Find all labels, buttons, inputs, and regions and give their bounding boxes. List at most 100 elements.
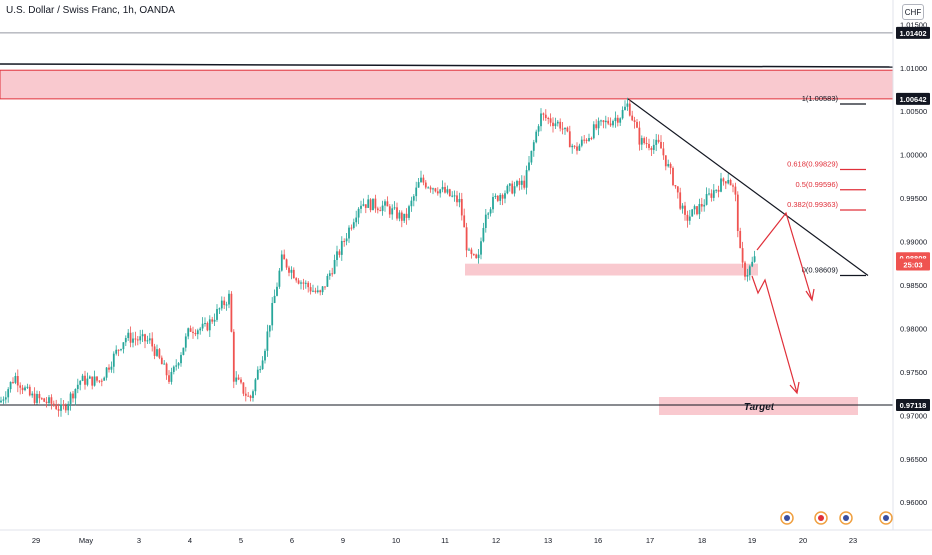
candle-body [271,302,274,326]
candle-body [343,240,346,242]
candle-body [165,363,168,376]
candle-body [201,323,204,329]
candle-body [297,280,300,284]
candle-body [681,205,684,209]
candle-body [120,349,122,351]
candle-body [379,210,382,212]
candle-body [741,248,744,263]
candle-body [103,377,106,381]
fib-label: 1(1.00583) [802,94,839,103]
candle-body [340,240,343,255]
candle-body [729,179,732,186]
candle-body [499,194,502,201]
x-tick-label: 16 [594,536,602,545]
candle-body [302,282,305,284]
arrowhead [789,381,800,395]
candle-body [124,337,127,343]
candle-body [696,206,698,215]
candle-body [350,227,353,229]
candle-body [494,195,497,197]
candle-body [261,360,264,370]
candle-body [367,199,370,208]
candle-body [405,213,408,218]
candle-body [376,208,379,211]
fib-label: 0.618(0.99829) [787,160,838,169]
y-tick-label: 0.97500 [900,368,927,377]
candle-body [669,164,672,168]
candle-body [280,254,283,271]
candle-body [76,384,79,390]
candle-body [552,122,554,127]
candle-body [571,145,574,148]
candle-body [67,403,70,411]
candle-body [338,251,341,255]
candle-body [604,120,607,123]
candle-body [319,290,322,293]
candle-body [141,334,144,337]
candle-body [26,386,29,388]
candle-body [108,367,110,370]
candle-body [364,204,367,208]
candle-body [475,254,478,259]
candle-body [81,375,84,381]
candle-body [50,397,53,404]
candle-body [667,164,670,167]
candle-body [160,357,163,365]
candle-body [496,195,499,201]
candle-body [753,256,756,262]
candle-body [300,282,302,284]
candle-body [746,275,749,277]
candle-body [33,393,36,403]
candle-body [549,118,552,123]
candle-body [468,249,470,251]
candle-body [175,365,178,367]
candle-body [187,328,190,337]
y-tick-label: 1.01000 [900,64,927,73]
candle-body [595,124,598,129]
y-tick-label: 1.00000 [900,151,927,160]
candle-body [312,290,314,292]
candle-body [304,282,307,284]
currency-button[interactable]: CHF [902,4,924,20]
candle-body [117,349,120,351]
candle-body [196,330,199,335]
candle-body [211,319,214,322]
candle-body [220,300,223,309]
price-tag-label: 0.97118 [900,401,927,410]
candle-body [369,199,372,211]
y-tick-label: 1.01500 [900,20,927,29]
candle-body [314,290,317,293]
x-tick-label: 5 [239,536,243,545]
candle-body [489,209,492,214]
candle-body [518,180,521,185]
x-tick-label: 20 [799,536,807,545]
candle-body [100,380,103,382]
candle-body [194,332,197,335]
candle-body [554,123,557,127]
candle-body [535,131,538,143]
candle-body [336,251,338,260]
candle-body [542,113,545,115]
price-tag-label: 25:03 [903,260,922,269]
candle-body [24,387,26,391]
scenario-arrow-target [751,275,798,394]
candle-body [360,205,362,209]
candle-body [93,376,96,386]
price-tag-label: 1.01402 [899,29,926,38]
candle-body [4,397,7,400]
candle-body [523,180,526,188]
candle-body [645,143,648,145]
candle-body [580,139,583,146]
candle-body [55,405,58,410]
candle-body [547,118,550,120]
candle-body [444,186,446,193]
chart-title: U.S. Dollar / Swiss Franc, 1h, OANDA [6,5,175,16]
candle-body [664,155,667,167]
candle-body [691,209,694,217]
candle-body [213,319,216,322]
candle-body [295,278,298,281]
candle-body [636,121,638,128]
candle-body [177,363,180,366]
candle-body [643,138,646,144]
candle-body [434,188,437,192]
